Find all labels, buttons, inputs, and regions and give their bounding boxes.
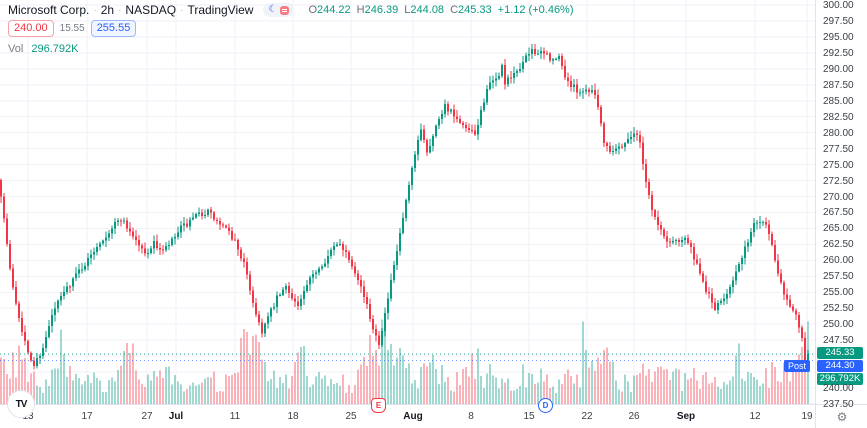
price-tick-label: 292.50 [823,48,854,59]
price-tick-label: 262.50 [823,239,854,250]
price-tick-label: 297.50 [823,16,854,27]
time-tick-label: 22 [581,411,593,422]
last-price-badge: 245.33 [817,347,863,359]
tradingview-logo[interactable]: TV [7,390,35,418]
ohlc-legend: Microsoft Corp. · 2h · NASDAQ · TradingV… [8,2,574,57]
price-tick-label: 260.00 [823,255,854,266]
close-label: C [450,4,459,16]
dividend-marker-icon[interactable]: D [538,398,553,413]
price-tick-label: 237.50 [823,399,854,410]
low-value: 244.08 [410,4,445,16]
price-tick-label: 247.50 [823,335,854,346]
price-tick-label: 295.00 [823,32,854,43]
time-tick-label: Aug [403,411,423,422]
time-tick-label: 25 [345,411,357,422]
price-tick-label: 270.00 [823,192,854,203]
price-tick-label: 300.00 [823,0,854,11]
price-tick-label: 267.50 [823,207,854,218]
time-tick-label: 27 [141,411,153,422]
volume-badge: 296.792K [817,373,863,385]
price-tick-label: 265.00 [823,223,854,234]
price-tick-label: 280.00 [823,128,854,139]
separator: · [180,4,184,16]
time-tick-label: 8 [468,411,474,422]
level-low-badge[interactable]: 240.00 [8,20,54,37]
time-tick-label: 17 [81,411,93,422]
open-value: 244.22 [317,4,351,16]
time-tick-label: 15 [523,411,535,422]
low-label: L [404,4,411,16]
time-tick-label: 12 [749,411,761,422]
time-scale[interactable]: 13 17 27 Jul 11 18 25 Aug 8 15 22 26 Sep 12 19 [0,404,815,428]
volume-row[interactable]: Vol 296.792K [8,43,574,57]
price-tick-label: 255.00 [823,287,854,298]
change-value: +1.12 (+0.46%) [497,4,574,16]
price-tick-label: 250.00 [823,319,854,330]
price-tick-label: 290.00 [823,64,854,75]
time-tick-label: 19 [801,411,813,422]
symbol-title[interactable]: Microsoft Corp. [8,3,90,17]
price-levels-row: 240.00 15.55 255.55 [8,20,574,37]
gear-icon[interactable]: ⚙ [836,410,848,424]
scale-settings-corner[interactable]: ⚙ [815,404,867,428]
price-tick-label: 285.00 [823,96,854,107]
time-tick-label: 26 [628,411,640,422]
price-tick-label: 282.50 [823,112,854,123]
moon-icon: ☾ [268,4,278,15]
price-scale[interactable]: 245.33 244.30 296.792K 300.00 297.50 295.0… [815,0,867,410]
time-tick-label: 13 [22,411,34,422]
symbol-row[interactable]: Microsoft Corp. · 2h · NASDAQ · TradingV… [8,2,574,18]
earnings-marker-icon[interactable]: E [371,398,386,413]
candlestick-chart[interactable] [0,0,815,404]
separator: · [118,4,122,16]
time-tick-label: Sep [676,411,696,422]
separator: · [93,4,97,16]
price-tick-label: 275.00 [823,160,854,171]
open-label: O [308,4,318,16]
volume-value: 296.792K [31,43,79,55]
time-tick-label: 18 [287,411,299,422]
level-range: 15.55 [59,23,85,34]
high-value: 246.39 [364,4,399,16]
status-pill[interactable]: ☾ [263,3,295,17]
time-tick-label: Jul [168,411,184,422]
exchange-label: NASDAQ [125,3,177,17]
chart-pane[interactable]: Microsoft Corp. · 2h · NASDAQ · TradingV… [0,0,815,418]
close-value: 245.33 [458,4,492,16]
price-tick-label: 257.50 [823,271,854,282]
interval-label[interactable]: 2h [100,3,115,17]
volume-label: Vol [8,43,24,55]
ohlc-values: O244.22 H246.39 L244.08 C245.33 +1.12 (+… [308,4,573,16]
price-tick-label: 272.50 [823,176,854,187]
price-tick-label: 287.50 [823,80,854,91]
session-icon [280,5,290,15]
price-tick-label: 240.00 [823,383,854,394]
high-label: H [356,4,365,16]
post-price-badge: 244.30 [817,360,863,372]
post-market-flag: Post [784,360,811,372]
price-tick-label: 252.50 [823,303,854,314]
provider-label: TradingView [187,3,254,17]
time-tick-label: 11 [229,411,241,422]
price-tick-label: 277.50 [823,144,854,155]
level-high-badge[interactable]: 255.55 [90,20,137,37]
